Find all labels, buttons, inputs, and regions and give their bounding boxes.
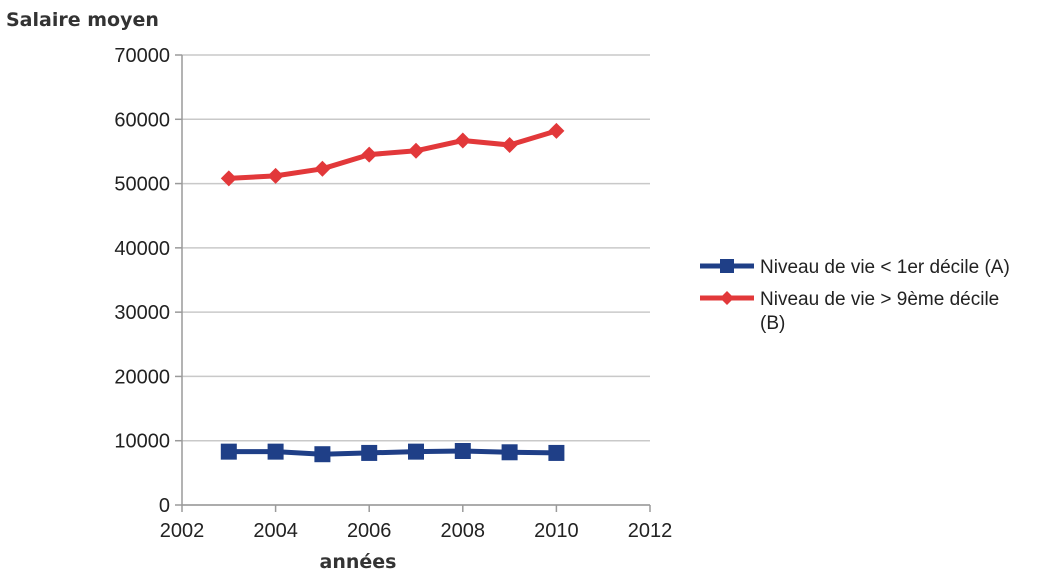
data-point-square — [361, 444, 378, 461]
y-tick-label: 20000 — [114, 366, 170, 388]
x-tick-label: 2004 — [253, 520, 298, 542]
y-tick-label: 10000 — [114, 431, 170, 453]
data-point-square — [501, 444, 518, 461]
data-point-square — [408, 443, 424, 460]
legend-marker-a — [720, 259, 734, 273]
series-group — [220, 122, 565, 463]
legend: Niveau de vie < 1er décile (A) Niveau de… — [700, 257, 1010, 334]
y-tick-label: 40000 — [114, 238, 170, 260]
data-point-diamond — [220, 170, 237, 187]
grid-lines — [182, 54, 650, 506]
x-axis-title: années — [320, 551, 397, 572]
legend-label-b: Niveau de vie > 9ème décile (B) — [760, 289, 1005, 334]
data-point-square — [314, 446, 331, 463]
x-tick-label: 2008 — [441, 520, 486, 542]
data-point-diamond — [501, 137, 518, 153]
data-point-diamond — [548, 122, 565, 139]
data-point-diamond — [314, 160, 331, 177]
data-point-square — [548, 444, 565, 461]
data-point-diamond — [454, 132, 471, 149]
y-tick-label: 0 — [159, 495, 170, 517]
data-point-square — [267, 443, 284, 460]
x-tick-labels: 2002 2004 2006 2008 2010 2012 — [160, 520, 673, 542]
y-tick-label: 70000 — [114, 45, 170, 67]
legend-label-b-line-2: (B) — [760, 313, 785, 334]
x-tick-label: 2012 — [628, 520, 673, 542]
data-point-diamond — [267, 167, 284, 184]
x-tick-label: 2010 — [534, 520, 579, 542]
legend-item-a: Niveau de vie < 1er décile (A) — [700, 257, 1010, 278]
legend-marker-b — [720, 291, 734, 305]
legend-label-a: Niveau de vie < 1er décile (A) — [760, 257, 1010, 278]
y-tick-label: 50000 — [114, 174, 170, 196]
axes — [175, 54, 651, 512]
y-tick-label: 30000 — [114, 302, 170, 324]
data-point-diamond — [408, 142, 424, 159]
legend-label-b-line-1: Niveau de vie > 9ème décile — [760, 289, 999, 310]
legend-item-b: Niveau de vie > 9ème décile (B) — [700, 289, 1005, 334]
y-tick-label: 60000 — [114, 109, 170, 131]
x-tick-label: 2006 — [347, 520, 392, 542]
data-point-square — [220, 443, 237, 460]
series-line-1 — [228, 128, 558, 181]
data-point-diamond — [361, 146, 378, 163]
data-point-square — [454, 443, 471, 459]
y-tick-labels: 0 10000 20000 30000 40000 50000 60000 70000 — [114, 45, 170, 517]
x-tick-label: 2002 — [160, 520, 205, 542]
y-axis-title: Salaire moyen — [6, 9, 159, 31]
